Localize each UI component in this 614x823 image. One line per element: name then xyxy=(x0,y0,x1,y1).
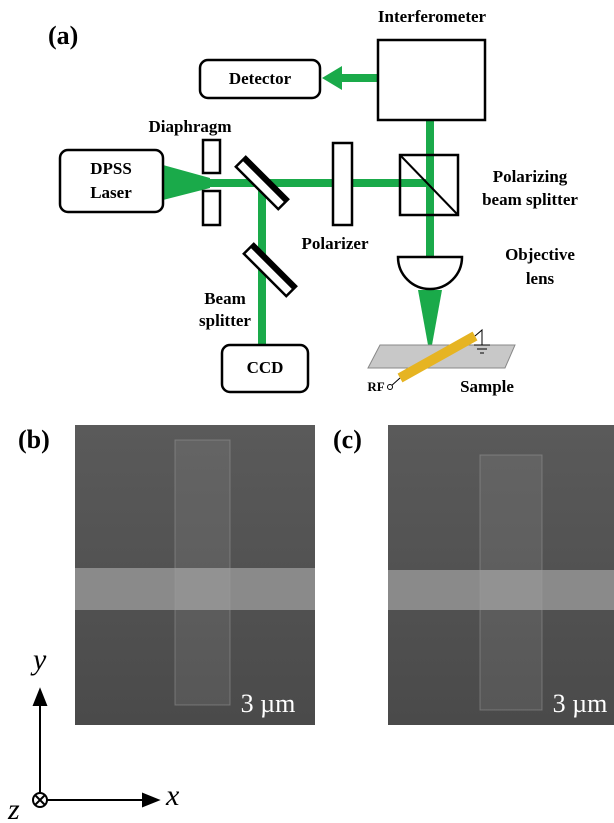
label: DPSS xyxy=(90,159,132,178)
axis-label: z xyxy=(7,793,20,823)
label: Beam xyxy=(204,289,246,308)
panel-label: (a) xyxy=(48,21,78,50)
label: Objective xyxy=(505,245,575,264)
label: RF xyxy=(367,379,384,394)
label: Laser xyxy=(90,183,132,202)
sem-strip xyxy=(480,455,542,710)
scale-label: 3 µm xyxy=(241,689,296,718)
objective-lens xyxy=(398,257,462,289)
diaphragm xyxy=(203,140,220,173)
label: Interferometer xyxy=(378,7,487,26)
label: lens xyxy=(526,269,555,288)
label: Detector xyxy=(229,69,292,88)
label: Polarizer xyxy=(301,234,368,253)
splitter xyxy=(244,244,296,296)
interferometer-box xyxy=(378,40,485,120)
rf-port xyxy=(388,385,393,390)
scale-bar xyxy=(235,733,295,738)
label: Diaphragm xyxy=(148,117,231,136)
diaphragm xyxy=(203,191,220,225)
label: splitter xyxy=(199,311,251,330)
panel-label: (b) xyxy=(18,425,50,454)
panel-label: (c) xyxy=(333,425,362,454)
label: Sample xyxy=(460,377,514,396)
scale-label: 3 µm xyxy=(553,689,608,718)
axis-label: y xyxy=(30,643,47,676)
label: CCD xyxy=(247,358,284,377)
label: beam splitter xyxy=(482,190,578,209)
figure: (a) Interferometer Detector Diaphragm DP… xyxy=(0,0,614,823)
scale-bar xyxy=(550,733,614,738)
axis-label: x xyxy=(165,779,180,812)
sem-strip xyxy=(175,440,230,705)
label: Polarizing xyxy=(493,167,568,186)
polarizer xyxy=(333,143,352,225)
